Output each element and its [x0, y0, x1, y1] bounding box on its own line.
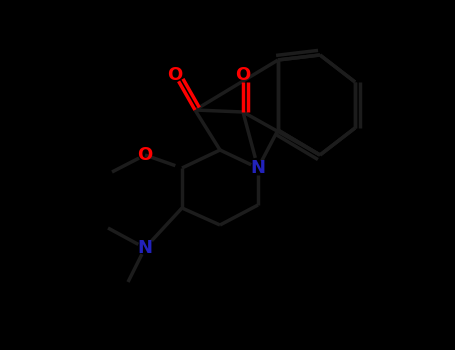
- Text: N: N: [137, 239, 152, 257]
- Text: O: O: [137, 146, 152, 164]
- Text: N: N: [251, 159, 266, 177]
- Text: O: O: [235, 66, 251, 84]
- Text: O: O: [167, 66, 182, 84]
